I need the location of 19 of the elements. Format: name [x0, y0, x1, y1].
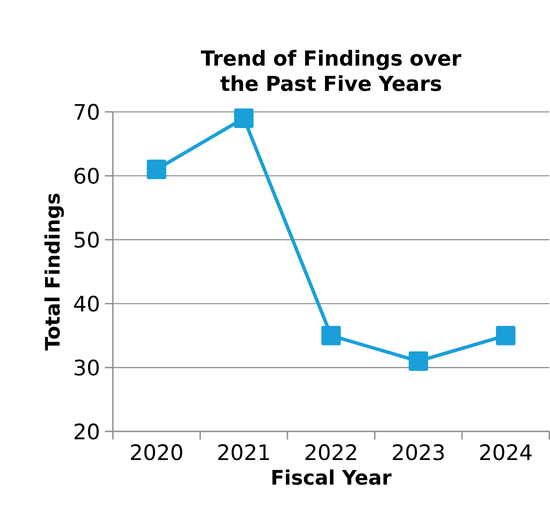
y-tick-label: 30 [74, 359, 99, 376]
point [321, 326, 341, 346]
x-tick-label: 2021 [218, 444, 269, 460]
x-tick-label: 2024 [480, 444, 532, 460]
x-tick-label: 2022 [306, 444, 356, 460]
point [146, 159, 166, 179]
point [496, 326, 516, 346]
y-axis-title: Total Findings [44, 194, 64, 350]
point [408, 351, 428, 371]
chart-title: Trend of Findings over the Past Five Years [200, 50, 462, 91]
x-tick-label: 2020 [130, 444, 182, 460]
y-tick-label: 20 [74, 423, 99, 440]
y-tick-label: 70 [74, 104, 99, 120]
x-tick-label: 2023 [392, 444, 444, 460]
point [234, 108, 254, 128]
x-axis-title: Fiscal Year [272, 469, 392, 485]
y-tick-label: 40 [74, 295, 99, 312]
y-tick-label: 60 [74, 168, 99, 184]
y-tick-label: 50 [74, 231, 99, 248]
